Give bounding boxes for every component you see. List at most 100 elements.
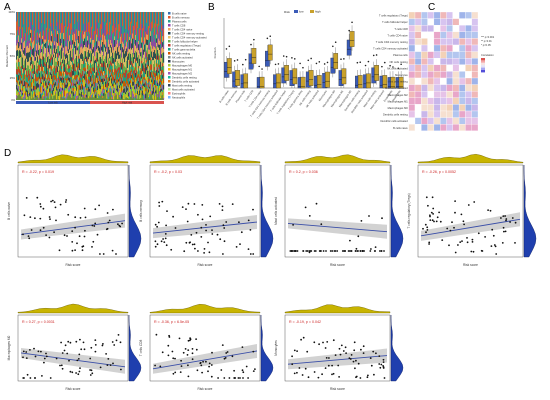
heatmap-cell: [471, 51, 479, 59]
heatmap-cell: [446, 71, 453, 79]
scatter-point: [355, 359, 357, 362]
scatter-point: [451, 221, 453, 224]
heatmap-cell: [433, 71, 441, 79]
heatmap-cell: [408, 64, 416, 72]
outlier: [383, 61, 386, 64]
heatmap-cell: [414, 91, 422, 98]
scatter-point: [321, 373, 323, 376]
scatter-point: [207, 370, 209, 373]
outlier: [340, 58, 342, 60]
box-high: [243, 73, 249, 89]
density-right: [260, 315, 274, 382]
scatter-point: [65, 199, 68, 201]
heatmap-cell: [433, 110, 441, 118]
legend-label: T cells CD4 memory activated: [172, 35, 207, 39]
heatmap-cell: [471, 58, 479, 65]
y-axis-label: T cells regulatory (Tregs): [407, 193, 411, 228]
scatter-point: [22, 350, 25, 353]
heatmap-cell: [452, 18, 460, 26]
density-top: [417, 153, 524, 164]
scatter-point: [301, 374, 304, 376]
heatmap-cell: [458, 110, 466, 118]
scatter-point: [324, 367, 327, 369]
scatter-point: [360, 348, 362, 351]
heatmap-cell: [440, 97, 447, 105]
scatter-point: [201, 371, 204, 374]
density-right: [260, 165, 274, 258]
heatmap-cell: [458, 71, 466, 79]
scatter-point: [491, 228, 494, 231]
scatter-point: [492, 234, 495, 237]
heatmap-cell: [408, 18, 416, 26]
scatter-point: [298, 367, 301, 369]
scatter-point: [329, 250, 332, 252]
box-high: [366, 73, 371, 89]
density-right: [128, 315, 142, 382]
outlier: [269, 35, 272, 38]
scatter-point: [328, 357, 330, 359]
scatter-point: [180, 359, 183, 362]
scatter-point: [345, 352, 347, 354]
heatmap-row-label: Macrophages M0: [388, 106, 409, 110]
box-high: [333, 53, 339, 69]
y-axis-label: Relative Percent: [5, 45, 9, 67]
heatmap-cell: [421, 84, 428, 92]
scatter-point: [187, 202, 190, 205]
heatmap-cell: [408, 31, 416, 39]
legend-swatch-low: [294, 10, 298, 13]
scatter-point: [94, 208, 97, 211]
heatmap-cell: [408, 58, 416, 65]
scatter-point: [180, 365, 183, 367]
scatter-point: [200, 226, 203, 229]
scatter-point: [63, 234, 66, 237]
density-right: [128, 165, 142, 258]
legend-label: Macrophages M1: [172, 67, 193, 71]
scatter-point: [432, 207, 435, 210]
scatter-point: [45, 352, 47, 355]
x-axis-label: Risk score: [66, 263, 81, 267]
scatter-point: [441, 239, 444, 242]
heatmap-cell: [446, 84, 453, 92]
scatter-point: [477, 232, 480, 235]
scatter-point: [174, 371, 177, 374]
box-high: [349, 31, 355, 47]
scatter-point: [194, 247, 196, 250]
scatter-point: [439, 220, 442, 223]
scatter-point: [247, 377, 250, 379]
legend-label: T cells CD8: [172, 23, 186, 27]
scale-swatch: [481, 67, 485, 70]
heatmap-cell: [414, 44, 422, 52]
outlier: [323, 63, 326, 65]
scatter-point: [115, 253, 117, 255]
scatter-point: [58, 249, 61, 252]
scatter-point: [254, 368, 256, 370]
heatmap-cell: [421, 91, 428, 98]
scatter-point: [350, 354, 353, 356]
scatter-point: [94, 339, 97, 341]
heatmap-cell: [458, 64, 466, 72]
heatmap-cell: [471, 38, 479, 46]
heatmap-cell: [446, 77, 453, 85]
scatter-point: [34, 217, 36, 220]
scatter-point: [120, 368, 122, 371]
scatter-point: [158, 201, 161, 204]
legend-swatch: [168, 44, 171, 47]
scatter-point: [489, 209, 492, 212]
scatter-point: [113, 344, 116, 346]
scatter-point: [431, 219, 434, 222]
heatmap-cell: [471, 117, 479, 125]
scatter-point: [472, 250, 475, 253]
outlier: [293, 58, 296, 60]
scatter-point: [435, 220, 438, 223]
scatter-point: [203, 252, 206, 254]
scatter-point: [60, 364, 63, 367]
scatter-point: [306, 250, 309, 252]
scatter-point: [172, 357, 175, 360]
heatmap-row-label: Mast cells resting: [388, 80, 409, 84]
scatter-point: [205, 229, 208, 232]
heatmap-cell: [433, 18, 441, 26]
scatter-point: [249, 229, 252, 231]
scatter-point: [77, 373, 80, 376]
heatmap-cell: [427, 97, 435, 105]
